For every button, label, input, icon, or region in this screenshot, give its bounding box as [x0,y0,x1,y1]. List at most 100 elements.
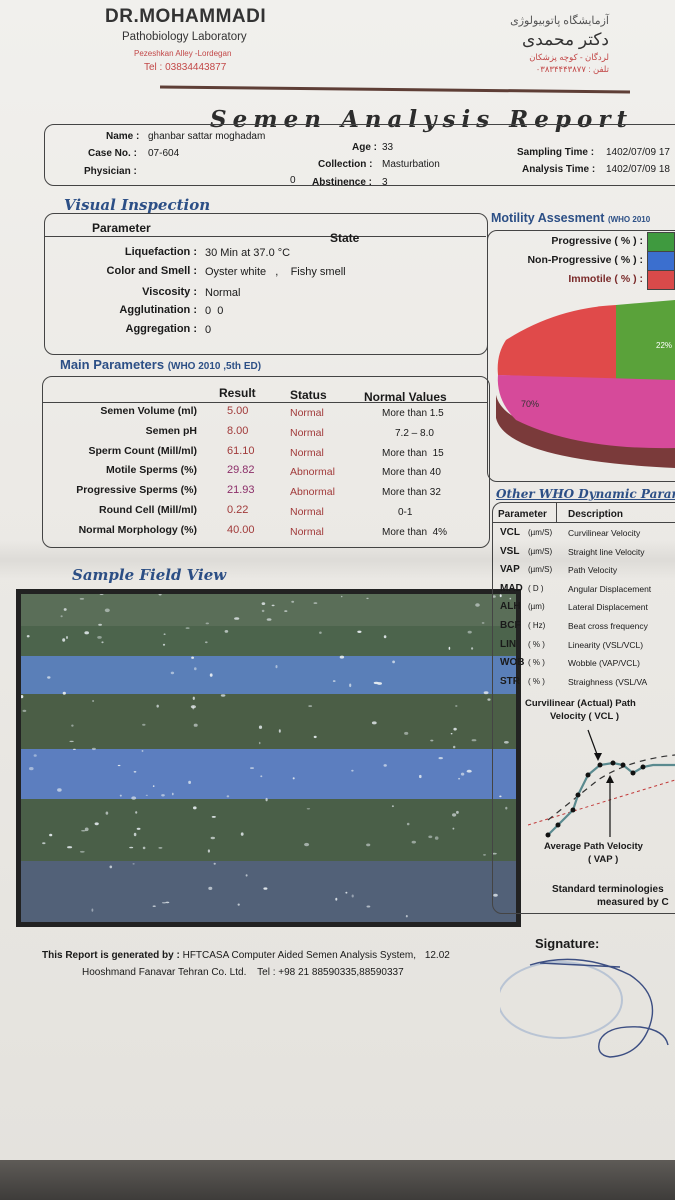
sperm-cell [419,774,422,779]
main-row-label: Semen pH [145,425,197,437]
sperm-cell [119,794,122,797]
sperm-cell [266,618,272,621]
vap-arrowhead [606,775,614,783]
sperm-cell [158,594,162,596]
sperm-cell [220,694,226,697]
lab-address-fa: لردگان - کوچه پزشکان [529,52,609,62]
sperm-cell [391,805,394,808]
sperm-cell [185,627,190,629]
sperm-cell [450,733,453,735]
main-row-normal: 0-1 [398,507,413,518]
signature-stamp [500,958,669,1058]
sperm-cell [278,729,281,733]
main-row-normal: More than 15 [382,448,444,459]
sperm-cell [26,635,30,638]
dynamic-row-description: Angular Displacement [568,584,652,594]
sperm-cell [133,771,137,773]
sperm-cell [117,764,121,767]
sperm-cell [308,705,313,707]
dynamic-row-param: WOB [500,657,525,668]
sperm-cell [284,610,288,612]
diagram-vap-line1: Average Path Velocity [544,841,643,852]
vcl-arrowhead [594,753,602,761]
sperm-cell [109,865,113,869]
sperm-cell [158,847,163,849]
main-row-result: 29.82 [227,464,255,476]
motility-color-key [647,251,675,271]
main-header-line [43,402,488,403]
sperm-cell [466,769,472,773]
sperm-cell [339,655,345,659]
sperm-cell [265,797,268,802]
sperm-cell [208,886,213,890]
sperm-cell [275,665,278,669]
sperm-cell [245,874,248,877]
curvilinear-path [547,761,675,836]
doctor-name-fa: دکتر محمدی [521,30,609,49]
sperm-cell [62,638,66,642]
main-row-label: Sperm Count (Mill/ml) [88,445,198,457]
sperm-cell [129,846,134,849]
sperm-cell [434,836,439,840]
sperm-cell [483,854,486,856]
dynamic-row-unit: ( % ) [528,677,545,686]
sperm-cell [237,903,240,906]
sperm-cell [499,795,502,798]
sperm-cell [475,603,480,607]
main-row-result: 40.00 [227,524,255,536]
main-row-label: Normal Morphology (%) [78,524,197,536]
dynamic-row-unit: (µm) [528,602,545,611]
age-label: Age : [352,142,377,153]
motility-title: Motility Assesment [491,211,605,225]
footer-tel: Tel : +98 21 88590335,88590337 [257,967,404,978]
visual-row-label: Viscosity : [142,286,197,298]
visual-row-value: 0 [205,324,212,336]
main-row-normal: More than 40 [382,467,441,478]
sperm-cell [351,769,354,772]
sperm-cell [81,830,86,832]
dynamic-row-param: BCF [500,620,521,631]
visual-row-value: 0 0 [205,305,224,317]
sperm-cell [460,772,465,776]
sperm-cell [191,656,195,659]
main-row-status: Normal [290,407,324,419]
dynamic-row-param: VAP [500,564,520,575]
sperm-cell [405,915,408,918]
physician-value: 0 [290,175,296,186]
sperm-cell [141,750,144,752]
sperm-cell [258,741,261,745]
sperm-cell [101,641,104,644]
dynamic-row-description: Lateral Displacement [568,602,648,612]
visual-header-line [45,236,486,237]
main-row-status: Normal [290,427,324,439]
sperm-cell [145,794,148,796]
sperm-cell [142,723,146,726]
sperm-cell [142,846,146,850]
main-row-status: Normal [290,447,324,459]
footer-generated-label: This Report is generated by : [42,950,180,961]
sperm-cell [62,691,66,695]
sperm-cell [292,777,295,780]
sperm-cell [161,794,165,797]
lab-name-fa: آزمایشگاه پاتوبیولوژی [510,15,609,27]
sperm-cell [345,891,348,894]
sperm-cell [97,636,102,639]
sperm-cell [340,595,343,598]
dynamic-col-description: Description [568,509,624,520]
sperm-cell [452,827,455,830]
sperm-cell [240,832,244,836]
abstinence-days: 3 [382,177,388,188]
main-row-status: Abnormal [290,486,335,498]
dynamic-box [492,502,675,914]
visual-row-label: Aggregation : [125,323,198,335]
motility-row-label: Non-Progressive ( % ) : [527,254,643,266]
sperm-cell [366,597,369,600]
motility-note: (WHO 2010 [607,215,651,224]
main-col-normal: Normal Values [364,390,447,404]
footer-company: Hooshmand Fanavar Tehran Co. Ltd. [82,967,247,978]
main-parameters-note: (WHO 2010 ,5th ED) [167,361,262,372]
sperm-cell [499,594,502,598]
sperm-cell [383,635,387,639]
velocity-path-diagram [528,729,675,838]
motility-pie-chart: 70% 22% [496,300,675,468]
